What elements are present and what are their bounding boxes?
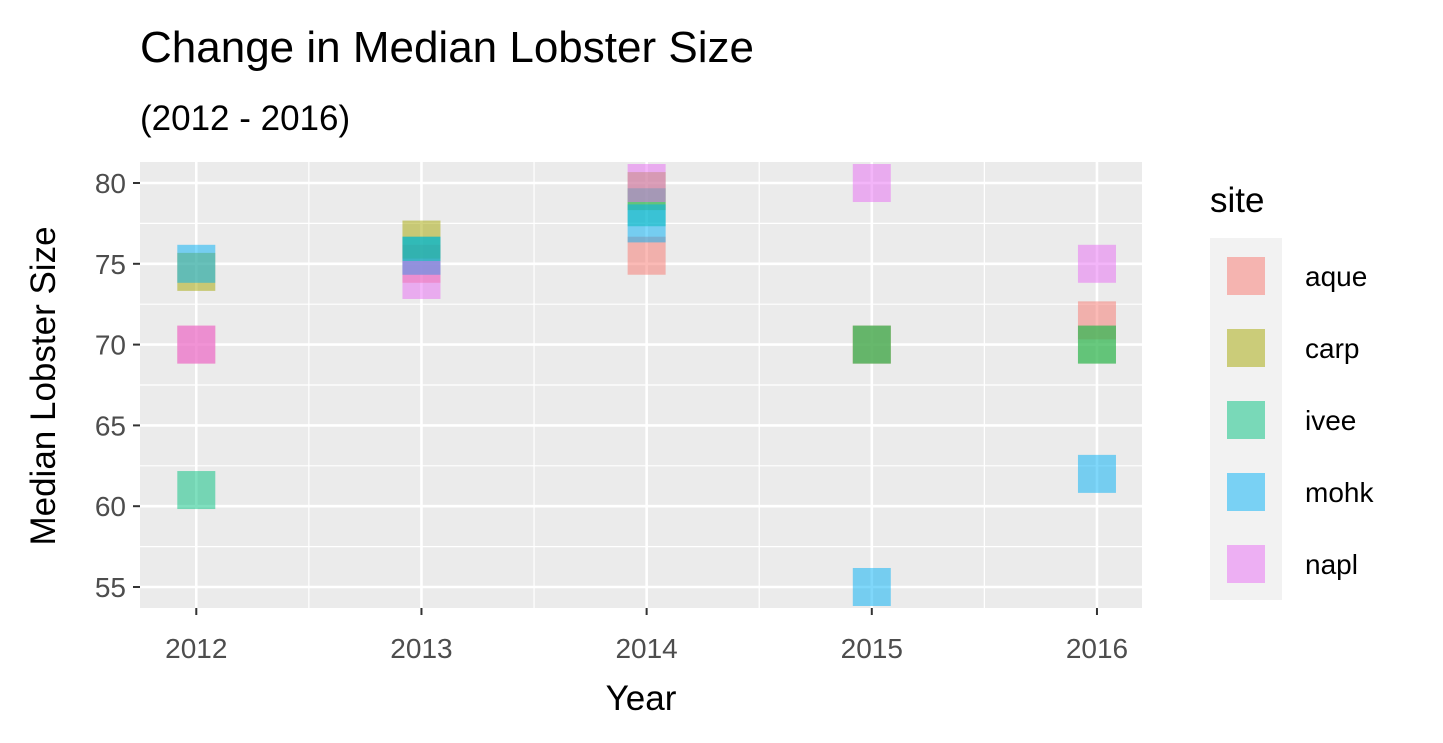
point-mohk	[627, 204, 666, 243]
chart-subtitle: (2012 - 2016)	[140, 99, 350, 138]
legend-label-ivee: ivee	[1305, 405, 1356, 436]
point-ivee	[177, 471, 216, 510]
legend-title: site	[1210, 181, 1264, 220]
point-ivee	[852, 325, 891, 364]
point-mohk	[852, 567, 891, 606]
legend-key-ivee	[1227, 401, 1265, 439]
point-napl	[177, 325, 216, 364]
x-tick-label: 2012	[165, 633, 227, 664]
legend-label-aque: aque	[1305, 261, 1367, 292]
chart-title: Change in Median Lobster Size	[140, 23, 754, 72]
y-tick-label: 70	[95, 330, 126, 361]
point-ivee	[1077, 325, 1116, 364]
data-points	[177, 164, 1116, 606]
point-napl	[1077, 244, 1116, 283]
point-aque	[627, 236, 666, 275]
x-axis: 2012 2013 2014 2015 2016	[165, 608, 1128, 664]
legend-key-napl	[1227, 545, 1265, 583]
y-tick-label: 80	[95, 168, 126, 199]
y-tick-label: 75	[95, 249, 126, 280]
x-tick-label: 2016	[1066, 633, 1128, 664]
minor-grid	[140, 162, 1142, 608]
x-tick-label: 2013	[390, 633, 452, 664]
legend: aque carp ivee mohk napl	[1227, 257, 1374, 583]
legend-label-napl: napl	[1305, 549, 1358, 580]
y-axis: 55 60 65 70 75 80	[95, 168, 140, 603]
y-tick-label: 60	[95, 491, 126, 522]
legend-key-aque	[1227, 257, 1265, 295]
point-napl	[402, 260, 441, 299]
point-mohk	[1077, 454, 1116, 493]
point-mohk	[177, 244, 216, 283]
legend-key-mohk	[1227, 473, 1265, 511]
x-tick-label: 2015	[841, 633, 903, 664]
x-tick-label: 2014	[615, 633, 677, 664]
y-tick-label: 65	[95, 410, 126, 441]
y-tick-label: 55	[95, 572, 126, 603]
legend-label-mohk: mohk	[1305, 477, 1374, 508]
x-axis-title: Year	[606, 679, 677, 718]
point-napl	[627, 164, 666, 203]
y-axis-title: Median Lobster Size	[24, 226, 63, 545]
legend-key-carp	[1227, 329, 1265, 367]
point-napl	[852, 164, 891, 203]
legend-label-carp: carp	[1305, 333, 1359, 364]
